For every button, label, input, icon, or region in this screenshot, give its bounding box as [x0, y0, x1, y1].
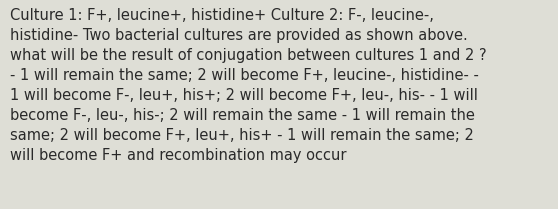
- Text: Culture 1: F+, leucine+, histidine+ Culture 2: F-, leucine-,
histidine- Two bact: Culture 1: F+, leucine+, histidine+ Cult…: [10, 8, 487, 163]
